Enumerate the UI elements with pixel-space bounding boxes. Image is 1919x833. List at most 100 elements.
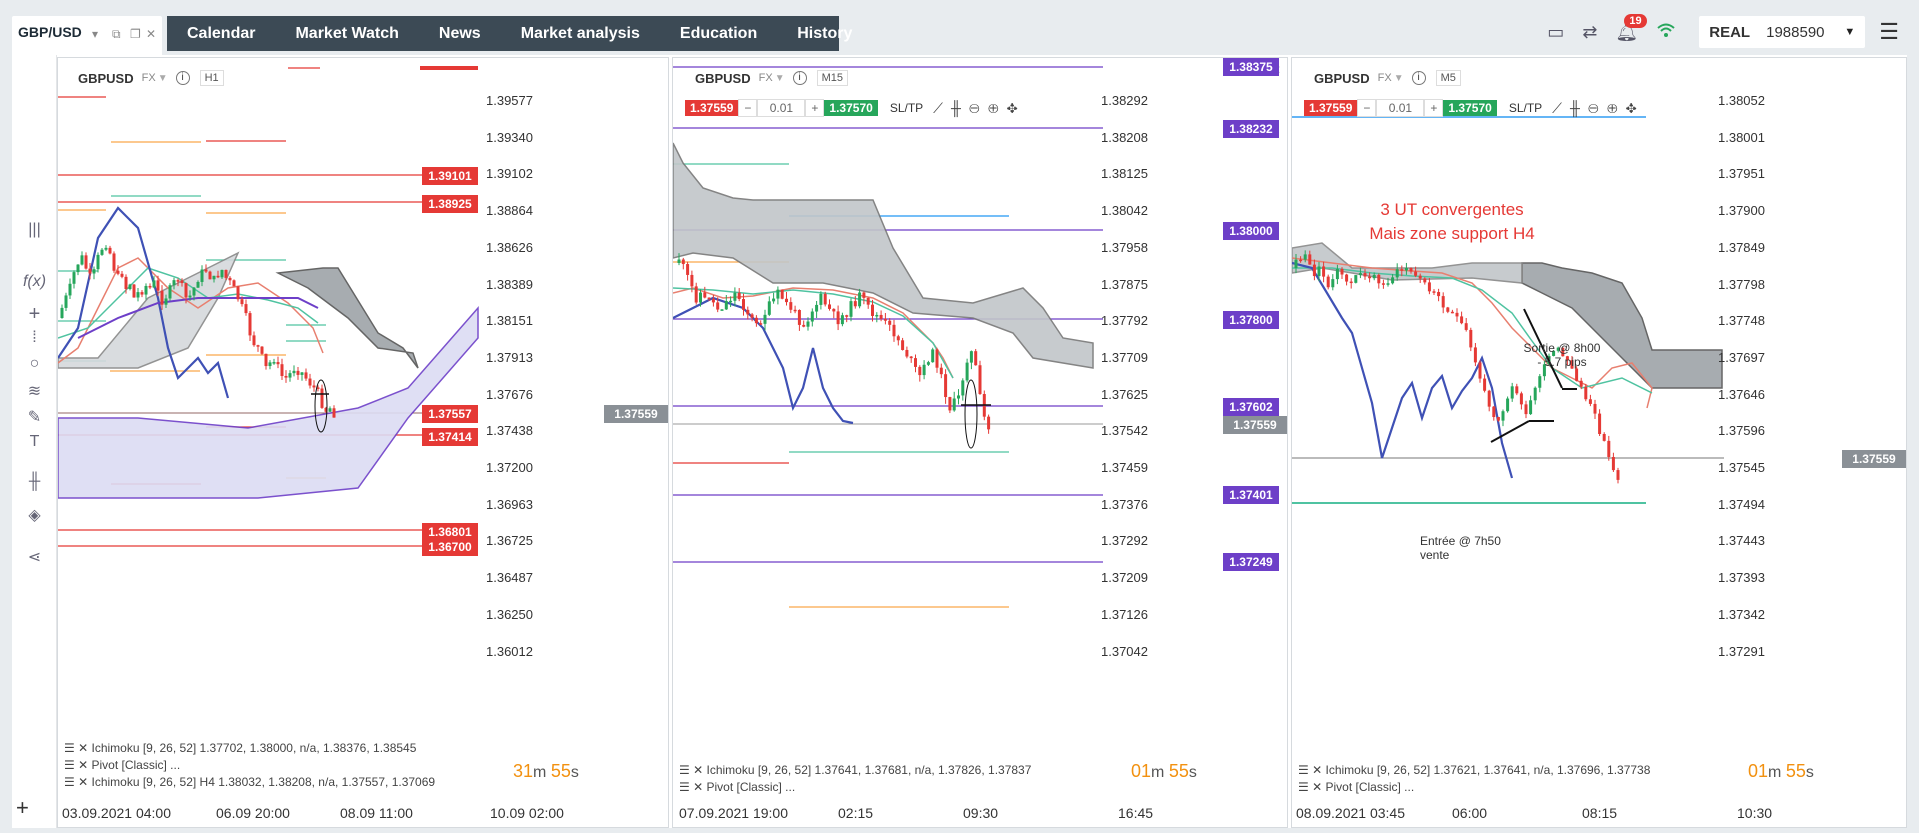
candles-icon[interactable]: ╫ [28, 473, 41, 490]
pen-icon[interactable]: ✎ [27, 409, 42, 426]
sltp-button[interactable]: SL/TP [889, 101, 924, 115]
symbol-tab[interactable]: GBP/USD ▾ ⧉ ❐ ✕ [12, 16, 162, 56]
candle-body [1299, 259, 1303, 262]
decrease-amount-button[interactable]: − [738, 99, 758, 117]
candle-body [1335, 268, 1339, 280]
price-level-label[interactable]: 1.37249 [1223, 553, 1279, 571]
zoom-out-icon[interactable]: ⊖ [968, 99, 988, 116]
info-icon[interactable]: i [1411, 71, 1426, 85]
legend-row[interactable]: ☰ ✕ Ichimoku [9, 26, 52] 1.37621, 1.3764… [1298, 763, 1651, 777]
hamburger-icon[interactable]: ☰ [1879, 19, 1899, 44]
timeframe-select[interactable]: M5 [1435, 70, 1461, 86]
chart-panel-h1[interactable]: GBPUSD FX ▼ i H1 ☰ ✕ Ichimoku [9, 26, 52… [57, 57, 669, 828]
nav-news[interactable]: News [438, 25, 481, 42]
candle-body [746, 309, 750, 315]
price-level-label[interactable]: 1.38925 [422, 195, 478, 213]
close-icon[interactable]: ✕ [146, 27, 157, 41]
candle-body [1303, 254, 1307, 260]
line-chart-icon[interactable]: ⟋ [933, 99, 951, 116]
layers-icon[interactable]: ◈ [28, 507, 41, 524]
chart-header: GBPUSD FX ▼ i H1 [78, 68, 224, 88]
price-level-label[interactable]: 1.37401 [1223, 486, 1279, 504]
legend-row[interactable]: ☰ ✕ Pivot [Classic] ... [1298, 780, 1415, 794]
candle-body [832, 308, 836, 312]
legend-text: Pivot [Classic] ... [1325, 780, 1415, 794]
text-icon[interactable]: T [29, 433, 40, 450]
legend-row[interactable]: ☰ ✕ Ichimoku [9, 26, 52] H4 1.38032, 1.3… [64, 775, 436, 789]
chevron-down-icon[interactable]: ▼ [157, 72, 168, 84]
sell-button[interactable]: 1.37559 [1304, 100, 1358, 116]
legend-row[interactable]: ☰ ✕ Ichimoku [9, 26, 52] 1.37641, 1.3768… [679, 763, 1032, 777]
price-level-label[interactable]: 1.37800 [1223, 311, 1279, 329]
circle-icon[interactable]: ○ [29, 355, 40, 372]
exchange-icon[interactable]: ⇄ [1582, 21, 1598, 42]
move-icon[interactable]: ✥ [1625, 99, 1645, 116]
time-tick: 08.09 11:00 [340, 805, 413, 821]
bell-icon[interactable]: 🔔︎ 19 [1615, 13, 1647, 43]
chart-canvas[interactable] [1292, 58, 1908, 829]
account-selector[interactable]: REAL 1988590 ▼ [1699, 16, 1866, 48]
amount-input[interactable]: 0.01 [757, 99, 806, 117]
amount-input[interactable]: 0.01 [1376, 99, 1425, 117]
candle-body [754, 317, 758, 324]
nav-education[interactable]: Education [679, 25, 758, 42]
sell-button[interactable]: 1.37559 [685, 100, 739, 116]
timeframe-select[interactable]: H1 [199, 70, 224, 86]
price-level-label[interactable]: 1.37557 [422, 405, 478, 423]
buy-button[interactable]: 1.37570 [1443, 100, 1497, 116]
price-level-label[interactable]: 1.38000 [1223, 222, 1279, 240]
timeframe-select[interactable]: M15 [816, 70, 848, 86]
chart-panel-m15[interactable]: GBPUSD FX ▼ i M15 1.37559 − 0.01 + 1.375… [672, 57, 1288, 828]
candle-body [819, 293, 823, 305]
add-chart-icon[interactable]: + [16, 795, 29, 820]
price-level-label[interactable]: 1.36700 [422, 538, 478, 556]
chart-panel-m5[interactable]: GBPUSD FX ▼ i M5 1.37559 − 0.01 + 1.3757… [1291, 57, 1907, 828]
sltp-button[interactable]: SL/TP [1508, 101, 1543, 115]
monitor-icon[interactable]: ▭ [1547, 21, 1565, 42]
decrease-amount-button[interactable]: − [1357, 99, 1377, 117]
fibonacci-icon[interactable]: ≋ [27, 383, 42, 400]
price-level-label[interactable]: 1.36801 [422, 523, 478, 541]
function-icon[interactable]: f(x) [22, 273, 47, 290]
timer-minutes: 01 [1131, 761, 1152, 781]
entry-ellipse [314, 379, 328, 433]
chart-canvas[interactable] [673, 58, 1289, 829]
legend-row[interactable]: ☰ ✕ Pivot [Classic] ... [64, 758, 181, 772]
candles-icon[interactable]: ╫ [1569, 99, 1588, 116]
buy-button[interactable]: 1.37570 [824, 100, 878, 116]
bars-icon[interactable]: ||| [28, 221, 41, 238]
line-chart-icon[interactable]: ⟋ [1552, 99, 1570, 116]
info-icon[interactable]: i [792, 71, 807, 85]
nav-market-watch[interactable]: Market Watch [295, 25, 399, 42]
candle-body [823, 293, 827, 305]
increase-amount-button[interactable]: + [1424, 99, 1444, 117]
chevron-down-icon[interactable]: ▼ [774, 72, 785, 84]
legend-row[interactable]: ☰ ✕ Pivot [Classic] ... [679, 780, 796, 794]
info-icon[interactable]: i [175, 71, 190, 85]
legend-row[interactable]: ☰ ✕ Ichimoku [9, 26, 52] 1.37702, 1.3800… [64, 741, 417, 755]
price-level-label[interactable]: 1.38375 [1223, 58, 1279, 76]
chart-canvas[interactable] [58, 58, 670, 829]
crosshair-icon[interactable]: + [28, 303, 41, 325]
chevron-down-icon[interactable]: ▾ [92, 27, 99, 41]
zoom-out-icon[interactable]: ⊖ [1587, 99, 1607, 116]
increase-amount-button[interactable]: + [805, 99, 825, 117]
price-level-label[interactable]: 1.38232 [1223, 120, 1279, 138]
candle-body [948, 397, 952, 411]
chevron-down-icon[interactable]: ▼ [1393, 72, 1404, 84]
price-level-label[interactable]: 1.37602 [1223, 398, 1279, 416]
move-icon[interactable]: ✥ [1006, 99, 1026, 116]
price-level-label[interactable]: 1.39101 [422, 167, 478, 185]
nav-calendar[interactable]: Calendar [187, 25, 256, 42]
share-icon[interactable]: ⋖ [27, 549, 42, 566]
candles-icon[interactable]: ╫ [950, 99, 969, 116]
zoom-in-icon[interactable]: ⊕ [987, 99, 1007, 116]
zoom-in-icon[interactable]: ⊕ [1606, 99, 1626, 116]
vertical-line-icon[interactable]: ⁞ [32, 329, 37, 346]
nav-market-analysis[interactable]: Market analysis [520, 25, 640, 42]
restore-icon[interactable]: ❐ [130, 27, 141, 41]
price-level-label[interactable]: 1.37414 [422, 428, 478, 446]
nav-history[interactable]: History [797, 25, 853, 42]
popout-icon[interactable]: ⧉ [112, 27, 121, 41]
candle-body [160, 290, 164, 305]
